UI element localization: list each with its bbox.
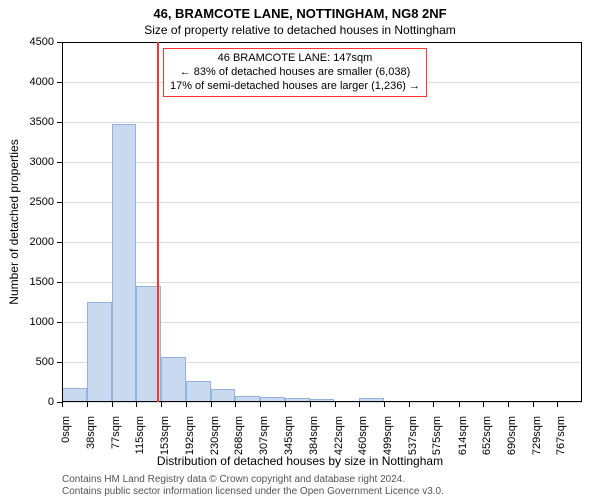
x-tick-label: 614sqm: [457, 416, 469, 455]
x-axis-label: Distribution of detached houses by size …: [0, 454, 600, 468]
x-tick-mark: [62, 402, 63, 407]
footer-line-2: Contains public sector information licen…: [62, 486, 444, 497]
x-tick-label: 0sqm: [60, 416, 72, 443]
x-tick-mark: [433, 402, 434, 407]
x-tick-label: 345sqm: [283, 416, 295, 455]
annotation-line: ← 83% of detached houses are smaller (6,…: [170, 66, 420, 80]
x-tick-label: 422sqm: [333, 416, 345, 455]
x-tick-label: 384sqm: [308, 416, 320, 455]
x-tick-mark: [112, 402, 113, 407]
x-tick-label: 230sqm: [209, 416, 221, 455]
x-tick-mark: [359, 402, 360, 407]
x-tick-mark: [186, 402, 187, 407]
histogram-bar: [62, 388, 87, 402]
annotation-line: 17% of semi-detached houses are larger (…: [170, 80, 420, 94]
x-tick-label: 153sqm: [159, 416, 171, 455]
x-tick-mark: [557, 402, 558, 407]
y-tick-label: 3500: [0, 116, 54, 128]
x-tick-label: 729sqm: [531, 416, 543, 455]
x-tick-label: 767sqm: [555, 416, 567, 455]
grid-line: [62, 242, 582, 243]
annotation-box: 46 BRAMCOTE LANE: 147sqm← 83% of detache…: [163, 48, 427, 97]
axis-line: [62, 401, 582, 402]
axis-line: [62, 42, 63, 402]
y-tick-label: 2000: [0, 236, 54, 248]
axis-line: [581, 42, 582, 402]
x-tick-mark: [335, 402, 336, 407]
x-tick-mark: [136, 402, 137, 407]
y-tick-label: 2500: [0, 196, 54, 208]
x-tick-label: 77sqm: [110, 416, 122, 449]
x-tick-label: 537sqm: [407, 416, 419, 455]
x-tick-mark: [211, 402, 212, 407]
histogram-bar: [87, 302, 112, 402]
grid-line: [62, 402, 582, 403]
footer-line-1: Contains HM Land Registry data © Crown c…: [62, 474, 405, 485]
x-tick-label: 307sqm: [258, 416, 270, 455]
annotation-line: 46 BRAMCOTE LANE: 147sqm: [170, 52, 420, 66]
x-tick-mark: [533, 402, 534, 407]
x-tick-label: 460sqm: [357, 416, 369, 455]
marker-line: [157, 42, 159, 402]
x-tick-mark: [161, 402, 162, 407]
x-tick-label: 499sqm: [382, 416, 394, 455]
histogram-bar: [161, 357, 186, 402]
chart-title: 46, BRAMCOTE LANE, NOTTINGHAM, NG8 2NF: [0, 0, 600, 21]
chart-subtitle: Size of property relative to detached ho…: [0, 21, 600, 37]
chart-container: 46, BRAMCOTE LANE, NOTTINGHAM, NG8 2NF S…: [0, 0, 600, 500]
y-tick-label: 3000: [0, 156, 54, 168]
x-tick-label: 38sqm: [85, 416, 97, 449]
x-tick-mark: [409, 402, 410, 407]
y-tick-label: 1500: [0, 276, 54, 288]
x-tick-mark: [384, 402, 385, 407]
axis-line: [62, 42, 582, 43]
x-tick-label: 652sqm: [481, 416, 493, 455]
grid-line: [62, 122, 582, 123]
histogram-bar: [186, 381, 211, 402]
x-tick-mark: [310, 402, 311, 407]
y-tick-label: 4000: [0, 76, 54, 88]
x-tick-label: 268sqm: [233, 416, 245, 455]
grid-line: [62, 202, 582, 203]
x-tick-label: 192sqm: [184, 416, 196, 455]
x-tick-mark: [459, 402, 460, 407]
y-tick-label: 4500: [0, 36, 54, 48]
plot-area: 46 BRAMCOTE LANE: 147sqm← 83% of detache…: [62, 42, 582, 402]
x-tick-mark: [87, 402, 88, 407]
x-tick-mark: [260, 402, 261, 407]
x-tick-mark: [483, 402, 484, 407]
grid-line: [62, 162, 582, 163]
x-tick-mark: [508, 402, 509, 407]
x-tick-mark: [285, 402, 286, 407]
y-tick-label: 1000: [0, 316, 54, 328]
y-tick-label: 500: [0, 356, 54, 368]
histogram-bar: [112, 124, 137, 402]
x-tick-label: 115sqm: [134, 416, 146, 454]
x-tick-mark: [235, 402, 236, 407]
grid-line: [62, 282, 582, 283]
y-tick-label: 0: [0, 396, 54, 408]
x-tick-label: 575sqm: [431, 416, 443, 455]
x-tick-label: 690sqm: [506, 416, 518, 455]
